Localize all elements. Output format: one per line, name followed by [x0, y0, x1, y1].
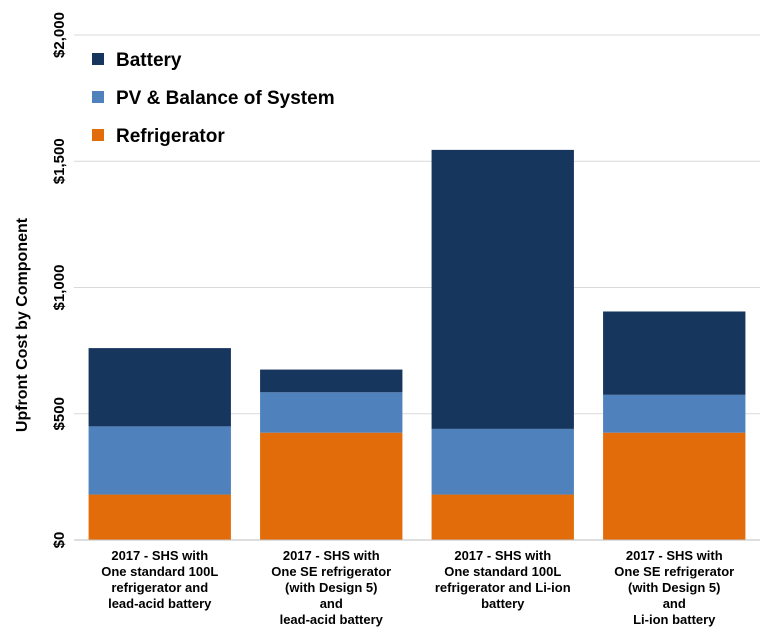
- category-label-line: 2017 - SHS with: [111, 548, 208, 563]
- bar-2-battery: [260, 369, 403, 393]
- bar-3-pv-balance-of-system: [431, 428, 574, 495]
- category-label-line: (with Design 5): [628, 580, 720, 595]
- bar-3-battery: [431, 149, 574, 429]
- bar-1-battery: [88, 348, 231, 427]
- legend-label-3: Refrigerator: [116, 126, 225, 147]
- y-axis: $0 $500 $1,000 $1,500 $2,000: [51, 12, 760, 548]
- legend-label-2: PV & Balance of System: [116, 88, 335, 109]
- category-label-line: One SE refrigerator: [614, 564, 734, 579]
- category-label-line: lead-acid battery: [108, 596, 212, 611]
- bar-1-refrigerator: [88, 494, 231, 540]
- category-label-line: and: [663, 596, 686, 611]
- category-label-line: Li-ion battery: [633, 612, 716, 627]
- bar-2-refrigerator: [260, 432, 403, 540]
- category-label-line: 2017 - SHS with: [283, 548, 380, 563]
- category-label-line: lead-acid battery: [280, 612, 384, 627]
- bars: [88, 149, 746, 540]
- category-label-line: One standard 100L: [444, 564, 561, 579]
- y-tick-label-2: $1,000: [51, 265, 68, 311]
- y-tick-label-3: $1,500: [51, 138, 68, 184]
- category-label-3: 2017 - SHS with One standard 100L refriger…: [435, 548, 571, 611]
- category-label-line: refrigerator and Li-ion: [435, 580, 571, 595]
- bar-4-pv-balance-of-system: [603, 394, 746, 433]
- bar-1-pv-balance-of-system: [88, 426, 231, 495]
- category-label-4: 2017 - SHS with One SE refrigerator (with …: [614, 548, 734, 627]
- legend-label-1: Battery: [116, 50, 182, 71]
- bar-4-battery: [603, 311, 746, 395]
- category-label-line: One standard 100L: [101, 564, 218, 579]
- legend-swatch-1: [92, 53, 104, 65]
- category-label-line: refrigerator and: [111, 580, 208, 595]
- y-tick-label-1: $500: [51, 397, 68, 430]
- y-axis-title: Upfront Cost by Component: [14, 217, 31, 432]
- bar-2-pv-balance-of-system: [260, 392, 403, 433]
- category-label-line: battery: [481, 596, 525, 611]
- legend-swatch-2: [92, 91, 104, 103]
- bar-3-refrigerator: [431, 494, 574, 540]
- category-label-2: 2017 - SHS with One SE refrigerator (with …: [271, 548, 391, 627]
- legend-swatch-3: [92, 129, 104, 141]
- category-label-line: 2017 - SHS with: [454, 548, 551, 563]
- category-label-line: 2017 - SHS with: [626, 548, 723, 563]
- bar-4-refrigerator: [603, 432, 746, 540]
- category-label-line: and: [320, 596, 343, 611]
- y-tick-label-0: $0: [51, 532, 68, 549]
- category-label-1: 2017 - SHS with One standard 100L refriger…: [101, 548, 218, 611]
- category-labels: 2017 - SHS with One standard 100L refriger…: [101, 548, 734, 627]
- category-label-line: One SE refrigerator: [271, 564, 391, 579]
- category-label-line: (with Design 5): [285, 580, 377, 595]
- y-tick-label-4: $2,000: [51, 12, 68, 58]
- legend: Battery PV & Balance of System Refrigerato…: [92, 50, 335, 147]
